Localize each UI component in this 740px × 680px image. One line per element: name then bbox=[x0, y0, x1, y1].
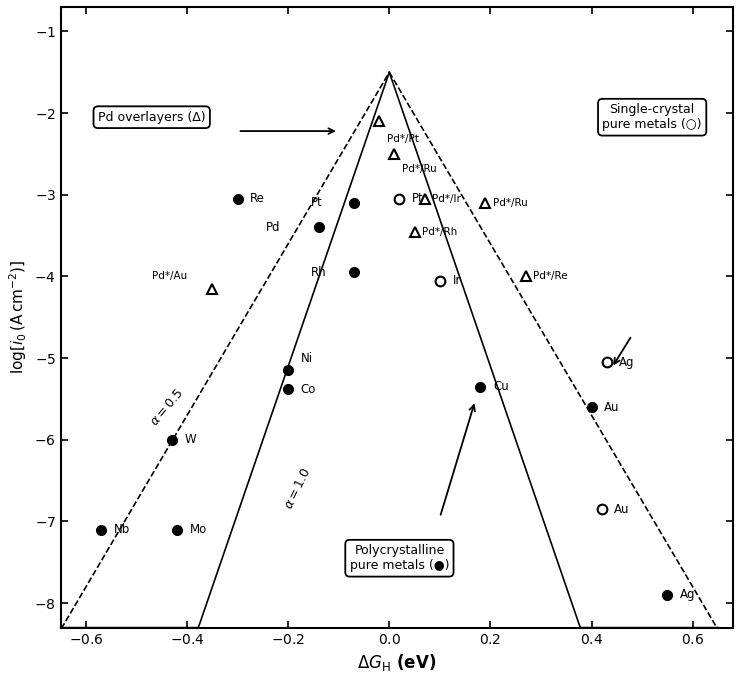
Text: Nb: Nb bbox=[114, 523, 130, 536]
Text: Pt: Pt bbox=[412, 192, 424, 205]
Text: Re: Re bbox=[250, 192, 265, 205]
Text: W: W bbox=[184, 433, 196, 446]
Text: $\alpha=1.0$: $\alpha=1.0$ bbox=[283, 466, 314, 512]
Text: Pt: Pt bbox=[311, 197, 323, 209]
Text: Pd*/Pt: Pd*/Pt bbox=[387, 134, 419, 144]
Text: Pd: Pd bbox=[266, 221, 280, 234]
Text: Au: Au bbox=[614, 503, 630, 515]
Y-axis label: $\log[\mathit{i}_0\,(\mathrm{A\,cm}^{-2})]$: $\log[\mathit{i}_0\,(\mathrm{A\,cm}^{-2}… bbox=[7, 260, 29, 375]
Text: Ni: Ni bbox=[301, 352, 313, 364]
Text: Pd*/Re: Pd*/Re bbox=[534, 271, 568, 282]
Text: Au: Au bbox=[604, 401, 619, 413]
Text: Pd*/Au: Pd*/Au bbox=[152, 271, 187, 282]
Text: Co: Co bbox=[301, 383, 316, 396]
Text: Ag: Ag bbox=[680, 588, 696, 602]
Text: Polycrystalline
pure metals (●): Polycrystalline pure metals (●) bbox=[350, 544, 449, 572]
Text: $\alpha=0.5$: $\alpha=0.5$ bbox=[147, 386, 186, 428]
Text: Mo: Mo bbox=[189, 523, 207, 536]
Text: Pd*/Rh: Pd*/Rh bbox=[422, 226, 457, 237]
Text: Pd overlayers (Δ): Pd overlayers (Δ) bbox=[98, 111, 206, 124]
Text: Pd*/Ru: Pd*/Ru bbox=[402, 164, 437, 173]
Text: Pd*/Ru: Pd*/Ru bbox=[493, 198, 528, 208]
Text: Ir: Ir bbox=[452, 274, 461, 287]
Text: Pd*/Ir: Pd*/Ir bbox=[432, 194, 461, 204]
Text: Ag: Ag bbox=[619, 356, 635, 369]
Text: Rh: Rh bbox=[311, 266, 326, 279]
Text: Cu: Cu bbox=[493, 380, 508, 393]
Text: Single-crystal
pure metals (○): Single-crystal pure metals (○) bbox=[602, 103, 702, 131]
X-axis label: $\Delta G_\mathrm{H}$ (eV): $\Delta G_\mathrm{H}$ (eV) bbox=[357, 652, 437, 673]
